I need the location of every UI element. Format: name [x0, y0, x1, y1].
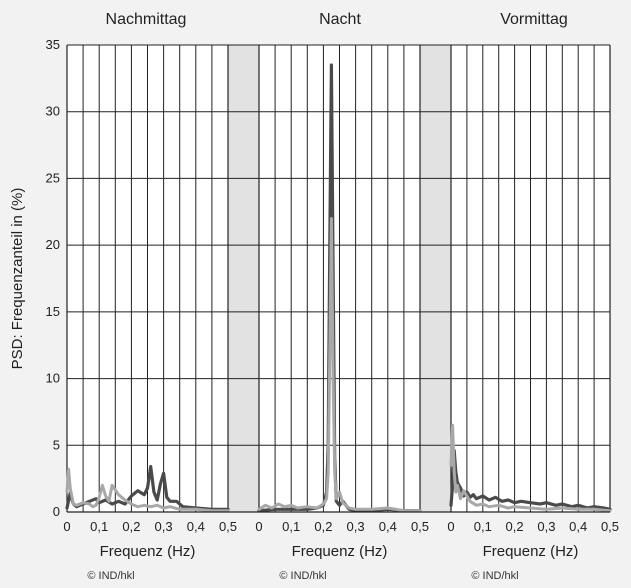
x-axis-label-2: Frequenz (Hz) [292, 543, 388, 560]
x-tick-label: 0,4 [187, 519, 205, 534]
x-tick-label: 0,2 [506, 519, 524, 534]
credit-label-1: © IND/hkl [87, 570, 134, 582]
x-tick-label: 0,1 [282, 519, 300, 534]
x-tick-label: 0,3 [347, 519, 365, 534]
y-tick-label: 15 [46, 304, 60, 319]
x-tick-label: 0 [63, 519, 70, 534]
plot-area [67, 45, 610, 512]
panel-gap-1 [228, 45, 259, 512]
panel-gap-2 [420, 45, 451, 512]
series-line-light [449, 423, 612, 513]
y-tick-label: 20 [46, 237, 60, 252]
panel-title-3: Vormittag [500, 11, 568, 28]
y-tick-label: 30 [46, 104, 60, 119]
x-tick-label: 0 [447, 519, 454, 534]
y-tick-label: 25 [46, 170, 60, 185]
y-tick-label: 35 [46, 37, 60, 52]
x-axis-label-3: Frequenz (Hz) [483, 543, 579, 560]
panel-title-2: Nacht [319, 11, 361, 28]
x-tick-label: 0,5 [219, 519, 237, 534]
series-line-light [65, 467, 230, 513]
series-line-light [257, 217, 422, 513]
x-tick-label: 0,4 [379, 519, 397, 534]
x-tick-label: 0,1 [474, 519, 492, 534]
credit-label-2: © IND/hkl [279, 570, 326, 582]
x-tick-label: 0,3 [155, 519, 173, 534]
x-tick-label: 0,2 [314, 519, 332, 534]
y-tick-label: 5 [53, 437, 60, 452]
x-tick-label: 0,5 [411, 519, 429, 534]
panel-title-1: Nachmittag [106, 11, 187, 28]
x-tick-label: 0,2 [122, 519, 140, 534]
y-tick-label: 0 [53, 504, 60, 519]
series-line-dark [449, 449, 612, 511]
y-tick-label: 10 [46, 371, 60, 386]
x-tick-label: 0 [255, 519, 262, 534]
credit-label-3: © IND/hkl [471, 570, 518, 582]
y-axis-label: PSD: Frequenzanteil in (%) [9, 188, 26, 370]
x-axis-label-1: Frequenz (Hz) [100, 543, 196, 560]
x-tick-label: 0,4 [569, 519, 587, 534]
x-tick-label: 0,1 [90, 519, 108, 534]
x-tick-label: 0,5 [601, 519, 619, 534]
x-tick-label: 0,3 [537, 519, 555, 534]
